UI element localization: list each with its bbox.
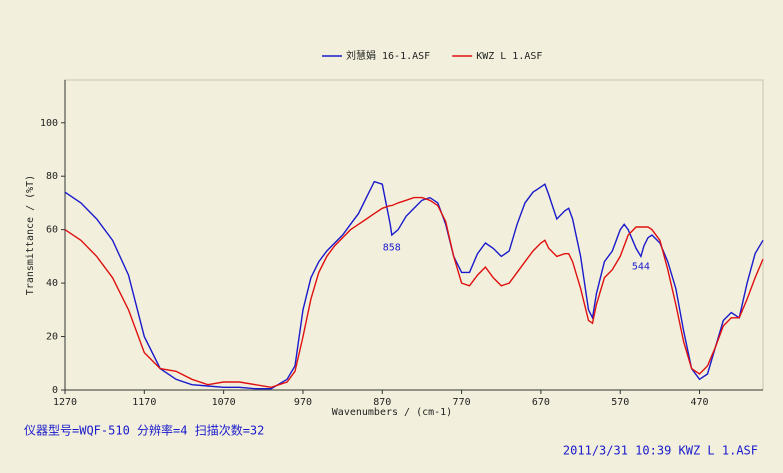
x-tick-label: 670 [532,397,550,408]
footer-right: 2011/3/31 10:39 KWZ L 1.ASF [563,444,758,458]
annotation: 858 [383,243,401,254]
legend-label: KWZ L 1.ASF [476,51,542,62]
y-tick-label: 100 [40,118,58,129]
x-tick-label: 970 [294,397,312,408]
series-line [64,196,764,389]
x-axis-label: Wavenumbers / (cm-1) [332,407,452,418]
x-tick-label: 570 [611,397,629,408]
x-tick-label: 1170 [132,397,156,408]
y-tick-label: 60 [46,225,58,236]
y-tick-label: 20 [46,332,58,343]
legend-label: 刘慧娟 16-1.ASF [346,49,430,62]
footer-left: 仪器型号=WQF-510 分辨率=4 扫描次数=32 [24,423,264,438]
y-tick-label: 0 [52,385,58,396]
x-tick-label: 870 [373,397,391,408]
y-tick-label: 40 [46,278,58,289]
x-tick-label: 1070 [212,397,236,408]
annotation: 544 [632,261,650,272]
y-tick-label: 80 [46,171,58,182]
x-tick-label: 770 [453,397,471,408]
x-tick-label: 470 [691,397,709,408]
y-axis-label: Transmittance / (%T) [25,175,36,295]
x-tick-label: 1270 [53,397,77,408]
